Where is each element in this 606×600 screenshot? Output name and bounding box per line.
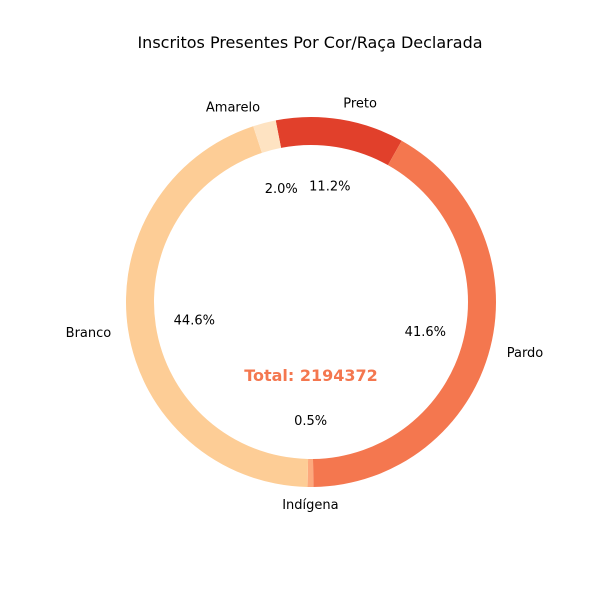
total-label: Total: 2194372: [244, 366, 378, 385]
slice-amarelo: [253, 120, 282, 153]
slice-percent-pardo: 41.6%: [405, 325, 446, 340]
slice-percent-indígena: 0.5%: [294, 414, 327, 429]
slice-label-pardo: Pardo: [507, 346, 544, 361]
slice-label-amarelo: Amarelo: [206, 101, 260, 116]
slice-preto: [275, 117, 402, 166]
slice-pardo: [312, 140, 496, 487]
slice-labels: Preto 11.2% Pardo 41.6% Indígena 0.5% Branco 44…: [66, 97, 544, 513]
slice-label-preto: Preto: [343, 97, 377, 112]
donut-slices: [125, 117, 496, 487]
chart-title: Inscritos Presentes Por Cor/Raça Declara…: [137, 33, 482, 52]
slice-percent-amarelo: 2.0%: [265, 182, 298, 197]
slice-percent-branco: 44.6%: [174, 314, 215, 329]
slice-label-indígena: Indígena: [282, 498, 338, 513]
slice-indígena: [307, 458, 314, 487]
slice-label-branco: Branco: [66, 326, 112, 341]
slice-branco: [125, 126, 309, 487]
slice-percent-preto: 11.2%: [309, 180, 350, 195]
